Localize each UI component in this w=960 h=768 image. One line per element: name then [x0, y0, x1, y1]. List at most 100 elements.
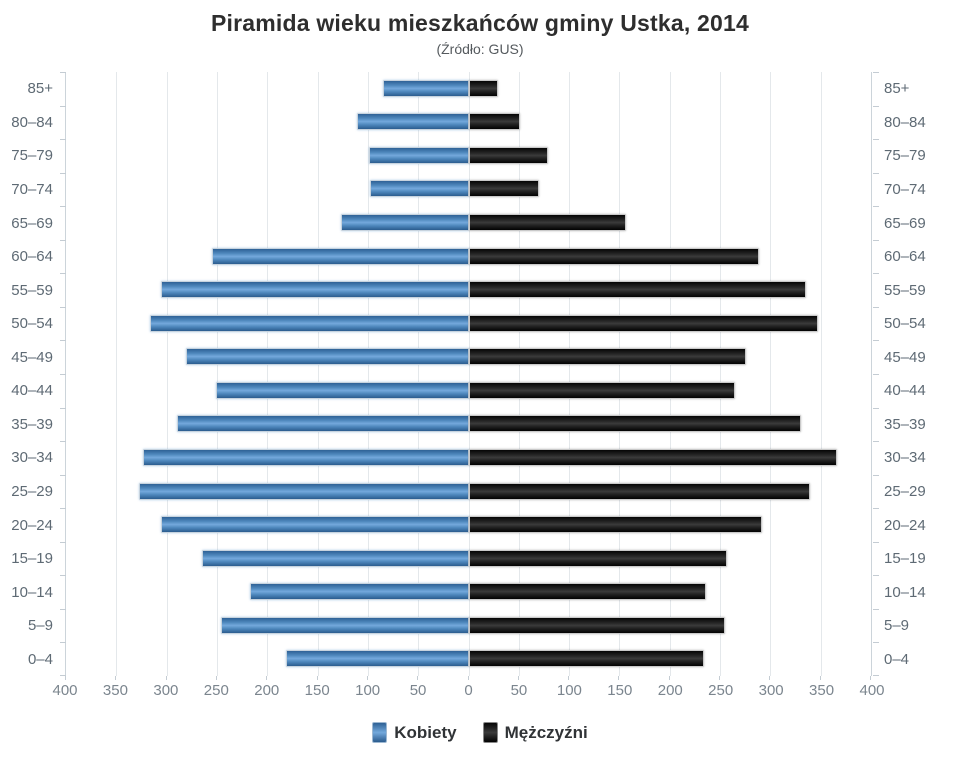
axis-tick — [618, 676, 620, 680]
gridline — [619, 72, 621, 676]
category-label-right: 85+ — [884, 80, 910, 98]
category-label-right: 25–29 — [884, 483, 926, 501]
gridline — [820, 72, 822, 676]
category-label-left: 30–34 — [11, 449, 53, 467]
bar-women-65–69[interactable] — [340, 214, 469, 232]
category-label-left: 60–64 — [11, 248, 53, 266]
bar-women-35–39[interactable] — [176, 415, 469, 433]
category-label-left: 20–24 — [11, 516, 53, 534]
bar-men-15–19[interactable] — [468, 549, 728, 567]
bar-men-40–44[interactable] — [468, 381, 736, 399]
category-label-left: 65–69 — [11, 214, 53, 232]
gridline — [770, 72, 772, 676]
pyramid-row — [66, 106, 871, 140]
legend-item-women[interactable]: Kobiety — [372, 722, 457, 743]
category-tick — [60, 575, 66, 576]
category-label-left: 85+ — [27, 80, 53, 98]
category-tick — [60, 106, 66, 107]
bar-women-60–64[interactable] — [211, 247, 469, 265]
axis-tick — [366, 676, 368, 680]
category-tick — [873, 642, 879, 643]
pyramid-row — [66, 508, 871, 542]
bar-men-25–29[interactable] — [468, 482, 810, 500]
axis-tick — [65, 676, 66, 680]
value-axis-label: 300 — [153, 682, 179, 699]
category-tick — [873, 139, 879, 140]
category-label-right: 60–64 — [884, 248, 926, 266]
bar-women-20–24[interactable] — [160, 516, 469, 534]
pyramid-row — [66, 609, 871, 643]
category-label-left: 55–59 — [11, 281, 53, 299]
axis-tick — [316, 676, 318, 680]
category-tick — [873, 72, 879, 73]
category-label-left: 50–54 — [11, 315, 53, 333]
value-axis-label: 400 — [52, 682, 78, 699]
gridline — [216, 72, 218, 676]
pyramid-row — [66, 475, 871, 509]
bar-men-70–74[interactable] — [468, 180, 539, 198]
bar-men-5–9[interactable] — [468, 616, 726, 634]
bar-women-10–14[interactable] — [250, 583, 469, 601]
pyramid-row — [66, 72, 871, 106]
pyramid-row — [66, 240, 871, 274]
bar-women-55–59[interactable] — [160, 281, 469, 299]
bar-women-15–19[interactable] — [201, 549, 469, 567]
category-tick — [873, 173, 879, 174]
bar-men-50–54[interactable] — [468, 314, 818, 332]
pyramid-row — [66, 575, 871, 609]
value-axis-label: 100 — [556, 682, 582, 699]
bar-men-20–24[interactable] — [468, 516, 763, 534]
bar-men-10–14[interactable] — [468, 583, 706, 601]
bar-men-35–39[interactable] — [468, 415, 801, 433]
category-tick — [873, 675, 879, 676]
bar-women-40–44[interactable] — [215, 381, 469, 399]
bar-women-85+[interactable] — [382, 79, 469, 97]
bar-men-75–79[interactable] — [468, 146, 548, 164]
bar-women-30–34[interactable] — [143, 448, 469, 466]
category-axis-left: 85+ 80–84 75–79 70–74 65–69 60–64 55–59 50–54 45… — [8, 72, 65, 676]
legend-item-men[interactable]: Mężczyźni — [482, 722, 588, 743]
bar-men-55–59[interactable] — [468, 281, 806, 299]
category-tick — [60, 374, 66, 375]
men-swatch-icon — [482, 722, 498, 743]
axis-tick — [467, 676, 469, 680]
category-tick — [873, 475, 879, 476]
bar-women-45–49[interactable] — [185, 348, 469, 366]
value-axis-label: 100 — [355, 682, 381, 699]
bar-men-45–49[interactable] — [468, 348, 747, 366]
axis-tick — [517, 676, 519, 680]
bar-women-75–79[interactable] — [368, 146, 469, 164]
bar-women-80–84[interactable] — [356, 113, 469, 131]
category-tick — [60, 675, 66, 676]
category-label-right: 70–74 — [884, 180, 926, 198]
category-axis-right: 85+ 80–84 75–79 70–74 65–69 60–64 55–59 50–54 45… — [872, 72, 942, 676]
value-axis-label: 250 — [203, 682, 229, 699]
legend: Kobiety Mężczyźni — [0, 722, 960, 743]
axis-tick — [417, 676, 419, 680]
bar-women-70–74[interactable] — [369, 180, 469, 198]
bar-men-65–69[interactable] — [468, 214, 627, 232]
value-axis-label: 150 — [304, 682, 330, 699]
category-tick — [60, 139, 66, 140]
category-tick — [873, 408, 879, 409]
pyramid-row — [66, 206, 871, 240]
pyramid-row — [66, 173, 871, 207]
bar-men-0–4[interactable] — [468, 650, 704, 668]
axis-tick — [719, 676, 721, 680]
category-label-right: 45–49 — [884, 348, 926, 366]
category-tick — [873, 206, 879, 207]
value-axis-label: 50 — [409, 682, 427, 699]
bar-women-25–29[interactable] — [139, 482, 469, 500]
bar-women-0–4[interactable] — [286, 650, 469, 668]
bar-men-60–64[interactable] — [468, 247, 760, 265]
bar-men-85+[interactable] — [468, 79, 498, 97]
bar-women-5–9[interactable] — [220, 616, 469, 634]
bar-men-80–84[interactable] — [468, 113, 520, 131]
gridline — [518, 72, 520, 676]
category-tick — [60, 340, 66, 341]
pyramid-row — [66, 441, 871, 475]
bar-women-50–54[interactable] — [149, 314, 469, 332]
category-tick — [873, 240, 879, 241]
pyramid-row — [66, 341, 871, 375]
bar-men-30–34[interactable] — [468, 448, 837, 466]
